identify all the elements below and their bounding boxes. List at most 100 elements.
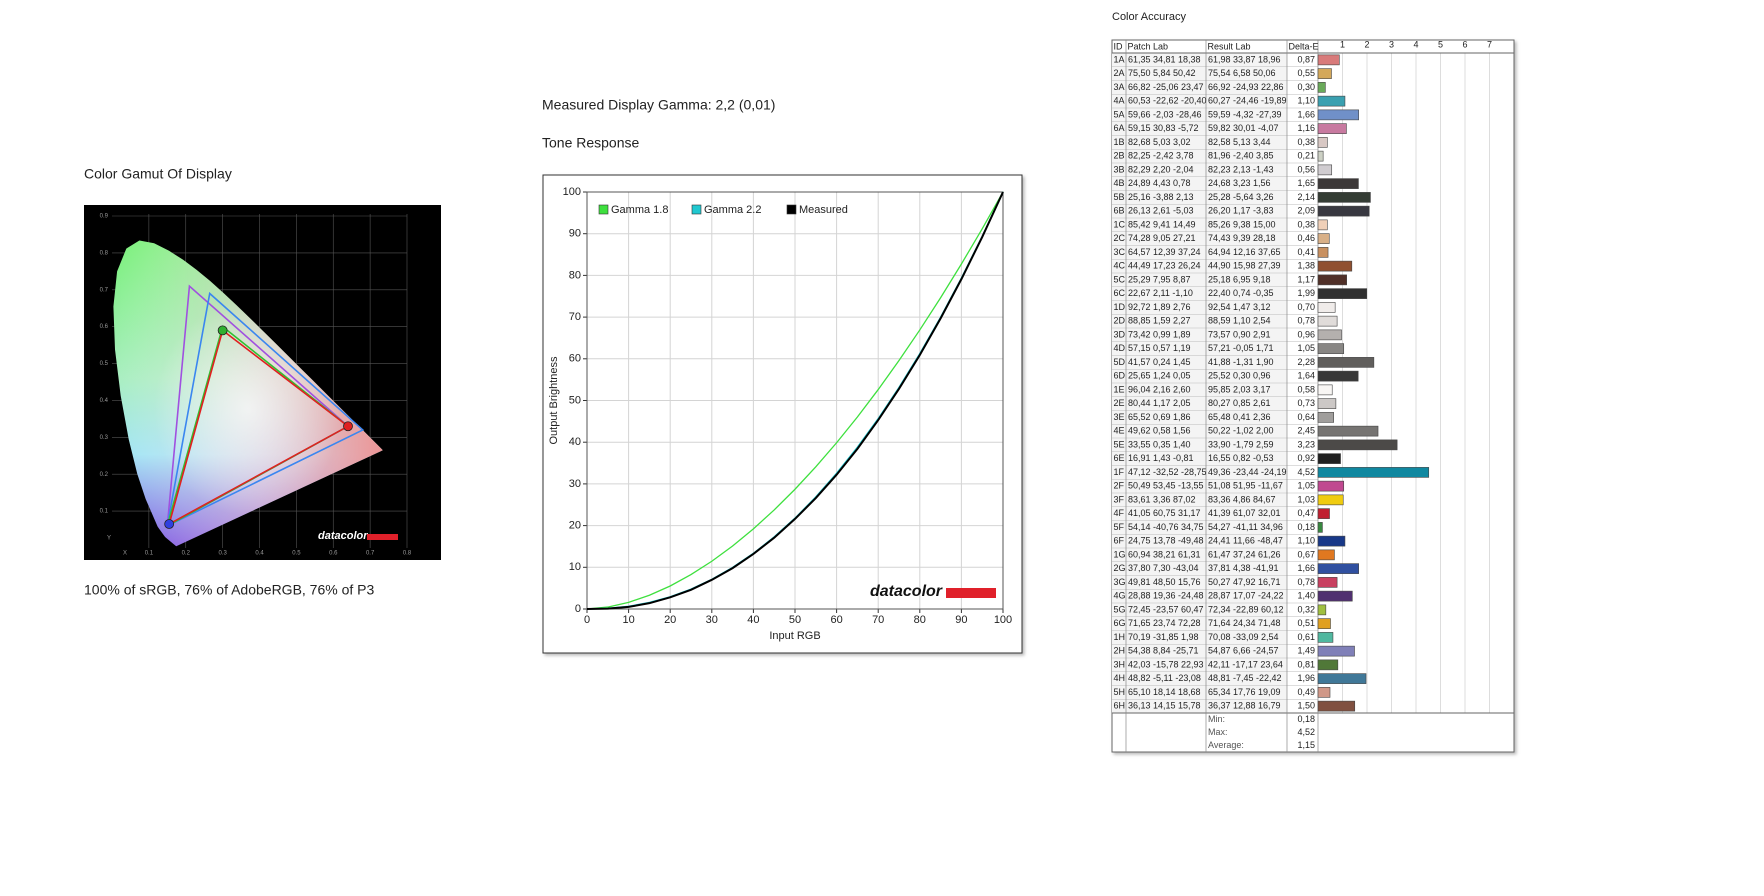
result-lab: 24,68 3,23 1,56 xyxy=(1208,178,1271,188)
delta-e-bar xyxy=(1317,219,1328,231)
delta-e: 0,18 xyxy=(1297,522,1315,532)
row-id: 2G xyxy=(1114,563,1126,573)
result-lab: 42,11 -17,17 23,64 xyxy=(1208,659,1283,669)
delta-e: 2,09 xyxy=(1297,206,1315,216)
delta-e: 1,96 xyxy=(1297,673,1315,683)
result-lab: 60,27 -24,46 -19,89 xyxy=(1208,96,1287,106)
delta-e-bar xyxy=(1317,590,1353,602)
delta-e: 1,50 xyxy=(1297,701,1315,711)
delta-e-bar xyxy=(1317,109,1359,121)
row-id: 1D xyxy=(1114,302,1126,312)
column-header: Delta-E xyxy=(1289,41,1319,51)
x-tick-label: 0 xyxy=(584,614,590,626)
row-id: 4F xyxy=(1114,508,1125,518)
result-lab: 22,40 0,74 -0,35 xyxy=(1208,288,1274,298)
row-id: 1A xyxy=(1114,54,1125,64)
row-id: 2C xyxy=(1114,233,1126,243)
result-lab: 16,55 0,82 -0,53 xyxy=(1208,453,1274,463)
row-id: 4G xyxy=(1114,591,1126,601)
legend-label: Measured xyxy=(799,204,848,216)
x-tick-label: 0.3 xyxy=(218,551,227,557)
result-lab: 25,18 6,95 9,18 xyxy=(1208,274,1271,284)
tone-frame xyxy=(542,174,1023,654)
spectral-locus xyxy=(113,240,383,547)
delta-e: 1,66 xyxy=(1297,563,1315,573)
y-tick-label: 100 xyxy=(563,186,581,198)
row-id: 6E xyxy=(1114,453,1125,463)
delta-e: 0,51 xyxy=(1297,618,1315,628)
result-lab: 50,22 -1,02 2,00 xyxy=(1208,426,1274,436)
delta-e-bar xyxy=(1317,618,1331,629)
primary-marker xyxy=(343,421,353,432)
patch-lab: 59,66 -2,03 -28,46 xyxy=(1128,109,1202,119)
row-id: 5F xyxy=(1114,522,1125,532)
delta-e-bar xyxy=(1317,659,1339,671)
result-lab: 36,37 12,88 16,79 xyxy=(1208,701,1281,711)
delta-e: 0,21 xyxy=(1297,151,1315,161)
patch-lab: 72,45 -23,57 60,47 xyxy=(1128,604,1204,614)
result-lab: 70,08 -33,09 2,54 xyxy=(1208,632,1279,642)
delta-e: 0,67 xyxy=(1297,549,1315,559)
row-id: 6G xyxy=(1114,618,1126,628)
delta-e-bar xyxy=(1317,95,1346,107)
row-id: 3G xyxy=(1114,577,1126,587)
result-lab: 61,47 37,24 61,26 xyxy=(1208,549,1281,559)
result-lab: 48,81 -7,45 -22,42 xyxy=(1208,673,1282,683)
delta-e-bar xyxy=(1317,178,1359,189)
row-id: 1F xyxy=(1114,467,1125,477)
y-tick-label: 30 xyxy=(569,478,581,490)
result-lab: 65,48 0,41 2,36 xyxy=(1208,412,1271,422)
x-tick-label: 0.1 xyxy=(145,551,154,557)
row-id: 2D xyxy=(1114,316,1126,326)
delta-e-bar xyxy=(1317,439,1398,451)
result-lab: 28,87 17,07 -24,22 xyxy=(1208,591,1284,601)
y-tick-label: 90 xyxy=(569,228,581,240)
row-id: 6F xyxy=(1114,536,1125,546)
x-tick-label: 2 xyxy=(1364,39,1369,49)
legend-label: Gamma 1.8 xyxy=(611,204,668,216)
row-id: 1B xyxy=(1114,137,1125,147)
row-id: 1H xyxy=(1114,632,1126,642)
patch-lab: 54,14 -40,76 34,75 xyxy=(1128,522,1204,532)
summary-label: Max: xyxy=(1208,727,1228,737)
summary-label: Average: xyxy=(1208,740,1244,750)
patch-lab: 65,10 18,14 18,68 xyxy=(1128,687,1201,697)
y-tick-label: 60 xyxy=(569,353,581,365)
delta-e: 0,87 xyxy=(1297,54,1315,64)
row-id: 4B xyxy=(1114,178,1125,188)
y-tick-label: 50 xyxy=(569,394,581,406)
y-tick-label: 70 xyxy=(569,311,581,323)
delta-e: 0,49 xyxy=(1297,687,1315,697)
row-id: 3A xyxy=(1114,82,1125,92)
delta-e: 2,14 xyxy=(1297,192,1315,202)
row-id: 1E xyxy=(1114,384,1125,394)
patch-lab: 60,94 38,21 61,31 xyxy=(1128,549,1201,559)
patch-lab: 37,80 7,30 -43,04 xyxy=(1128,563,1199,573)
x-tick-label: 40 xyxy=(747,614,759,626)
patch-lab: 42,03 -15,78 22,93 xyxy=(1128,659,1204,669)
delta-e: 0,92 xyxy=(1297,453,1315,463)
delta-e-bar xyxy=(1317,315,1338,327)
delta-e-bar xyxy=(1317,205,1370,217)
delta-e-bar xyxy=(1317,508,1330,519)
y-tick-label: 0.3 xyxy=(100,435,109,441)
series-line xyxy=(586,191,1004,610)
delta-e: 0,41 xyxy=(1297,247,1315,257)
result-lab: 82,23 2,13 -1,43 xyxy=(1208,164,1274,174)
gamut-title: Color Gamut Of Display xyxy=(84,166,232,182)
row-id: 1C xyxy=(1114,219,1126,229)
row-id: 3H xyxy=(1114,659,1126,669)
summary-value: 0,18 xyxy=(1297,714,1315,724)
delta-e-bar xyxy=(1317,412,1334,423)
result-lab: 26,20 1,17 -3,83 xyxy=(1208,206,1274,216)
legend-label: Gamma 2.2 xyxy=(704,204,761,216)
row-id: 4C xyxy=(1114,261,1126,271)
patch-lab: 66,82 -25,06 23,47 xyxy=(1128,82,1204,92)
y-tick-label: 0.8 xyxy=(100,250,109,256)
delta-e-bar xyxy=(1317,494,1344,506)
row-id: 3E xyxy=(1114,412,1125,422)
result-lab: 54,27 -41,11 34,96 xyxy=(1208,522,1283,532)
patch-lab: 24,89 4,43 0,78 xyxy=(1128,178,1191,188)
row-id: 3F xyxy=(1114,494,1125,504)
result-lab: 33,90 -1,79 2,59 xyxy=(1208,439,1274,449)
